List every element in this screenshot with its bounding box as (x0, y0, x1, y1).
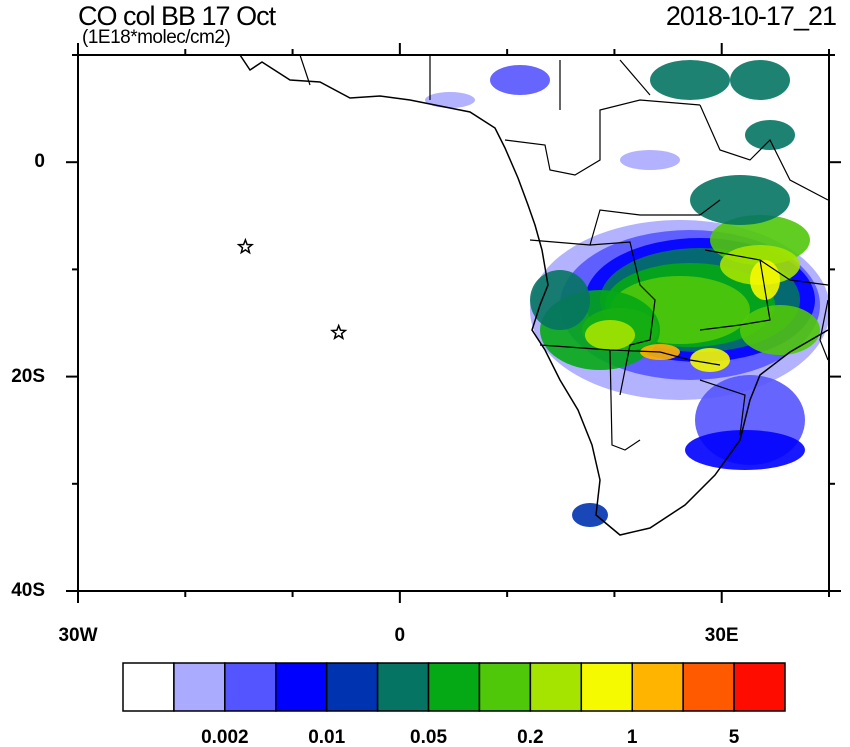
co-contour-region (530, 270, 590, 330)
country-borders (299, 55, 829, 451)
colorbar-box (529, 662, 583, 712)
plot-title: CO col BB 17 Oct (78, 1, 276, 31)
axis-ticks (66, 43, 841, 603)
co-contour-region (740, 305, 820, 355)
colorbar-box (631, 662, 684, 712)
colorbar-box (733, 662, 786, 712)
co-contour-region (750, 260, 780, 300)
star-icon (236, 237, 255, 255)
coastline-madagascar-edge (819, 299, 829, 361)
colorbar-box (427, 662, 481, 712)
co-column-field (425, 60, 829, 527)
colorbar-box (376, 662, 430, 712)
colorbar-box (275, 662, 328, 712)
co-contour-region (585, 320, 635, 350)
star-icon (330, 323, 348, 341)
co-contour-region (425, 92, 475, 108)
colorbar-label: 0.002 (201, 727, 249, 747)
colorbar-box (478, 662, 532, 712)
valid-time: 2018-10-17_21 (665, 1, 837, 31)
colorbar-box (173, 662, 226, 712)
co-contour-region (620, 150, 680, 170)
colorbar-label: 0.05 (410, 727, 448, 747)
colorbar-label: 0.01 (308, 727, 346, 747)
lat-label: 20S (11, 365, 45, 387)
lon-label: 30E (704, 625, 739, 646)
colorbar-box (122, 662, 175, 712)
co-contour-region (745, 120, 795, 150)
colorbar-box (682, 662, 735, 712)
co-contour-region (685, 430, 805, 470)
colorbar-label: 1 (626, 727, 638, 747)
colorbar-box (580, 662, 633, 712)
colorbar (122, 662, 786, 712)
map-frame (77, 54, 830, 592)
lat-label: 40S (11, 580, 45, 601)
co-contour-region (650, 60, 730, 100)
lon-label: 30W (58, 625, 98, 646)
colorbar-box (325, 662, 379, 712)
colorbar-label: 0.2 (517, 727, 544, 747)
lat-label: 0 (34, 151, 45, 173)
co-contour-region (690, 175, 790, 225)
colorbar-box (224, 662, 277, 712)
colorbar-label: 5 (728, 727, 740, 747)
co-contour-region (490, 65, 550, 95)
units-label: (1E18*molec/cm2) (82, 27, 231, 48)
co-contour-region (572, 503, 608, 527)
lon-label: 0 (394, 625, 406, 646)
coastline (239, 55, 829, 536)
co-contour-region (730, 60, 790, 100)
co-contour-region (690, 348, 730, 372)
